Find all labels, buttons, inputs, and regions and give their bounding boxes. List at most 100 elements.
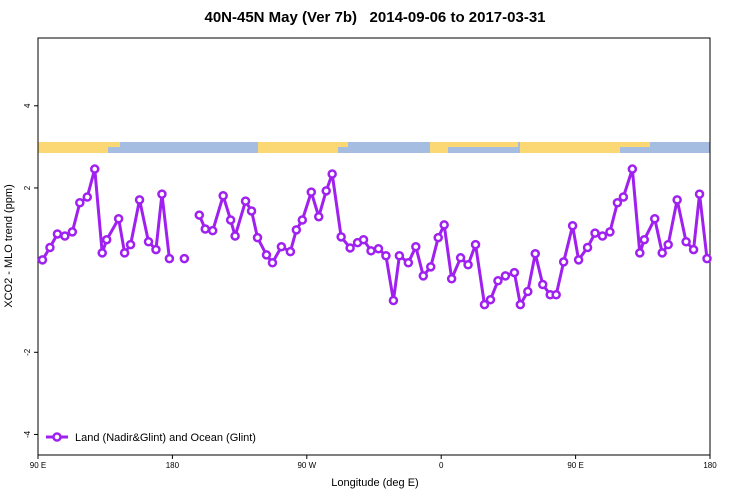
data-point [381, 250, 391, 261]
x-tick-label: 180 [166, 461, 180, 470]
data-point [321, 186, 331, 196]
legend-marker [52, 432, 62, 442]
x-tick-label: 90 W [297, 461, 316, 470]
data-point [218, 191, 228, 201]
data-point [411, 241, 421, 252]
y-axis-label: XCO2 - MLO trend (ppm) [3, 184, 15, 307]
data-point [89, 164, 100, 174]
data-point [230, 231, 240, 241]
data-point [582, 242, 593, 253]
data-point [530, 248, 541, 259]
y-tick-label: -2 [23, 348, 32, 356]
data-point [470, 239, 481, 250]
data-point [252, 232, 263, 243]
data-point [358, 234, 369, 245]
data-point [558, 257, 569, 267]
data-point [267, 257, 278, 268]
data-point [688, 244, 699, 255]
data-point [403, 257, 414, 268]
data-point [246, 206, 257, 216]
data-point [605, 227, 615, 237]
y-tick-label: -4 [23, 430, 32, 438]
x-axis-label: Longitude (deg E) [331, 477, 418, 489]
data-point [97, 248, 107, 258]
data-point [45, 242, 55, 253]
data-point [52, 229, 63, 239]
data-point [67, 227, 78, 237]
data-point [164, 253, 175, 264]
data-point [327, 169, 337, 179]
data-point [157, 189, 167, 199]
data-point [446, 274, 457, 284]
data-point [125, 239, 136, 250]
data-point [455, 253, 466, 263]
data-point [551, 290, 561, 300]
data-point [297, 215, 308, 225]
data-point [179, 253, 190, 264]
data-point [151, 244, 161, 255]
data-point [612, 197, 623, 208]
data-point [618, 192, 629, 202]
data-point [627, 164, 638, 174]
data-point [635, 248, 645, 258]
plot-frame [37, 37, 711, 456]
data-point [261, 250, 272, 260]
data-point [394, 250, 405, 261]
data-point [702, 253, 712, 264]
data-point [285, 246, 296, 257]
data-point [276, 241, 287, 252]
land-ocean-strip [38, 142, 710, 153]
data-point [573, 255, 584, 265]
x-tick-label: 0 [439, 461, 444, 470]
data-point [113, 214, 124, 224]
data-point [37, 255, 48, 265]
chart-title: 40N-45N May (Ver 7b) 2014-09-06 to 2017-… [204, 9, 545, 26]
data-point [515, 299, 526, 310]
data-point [373, 244, 384, 254]
data-point [649, 214, 660, 224]
data-point [485, 294, 496, 305]
data-point [663, 239, 673, 250]
data-point [523, 286, 533, 297]
data-point [240, 196, 251, 206]
data-point [657, 248, 667, 258]
x-tick-label: 90 E [567, 461, 583, 470]
data-point [194, 210, 205, 220]
data-point [694, 189, 705, 199]
data-point [336, 232, 346, 242]
data-point [433, 232, 443, 243]
data-point [597, 231, 608, 241]
data-point [567, 221, 578, 231]
data-point [345, 243, 355, 253]
data-point [313, 211, 324, 222]
data-point [418, 271, 429, 281]
data-point [306, 187, 317, 197]
data-point [479, 299, 490, 310]
x-tick-label: 180 [703, 461, 717, 470]
data-point [82, 192, 93, 202]
data-point [101, 234, 112, 245]
data-point [291, 225, 302, 235]
x-tick-label: 90 E [30, 461, 46, 470]
data-point [60, 231, 70, 241]
data-point [425, 262, 436, 272]
data-point [366, 246, 376, 256]
data-point [439, 220, 449, 230]
data-point [493, 276, 503, 286]
data-point [119, 248, 130, 258]
data-point [681, 237, 691, 247]
data-point [672, 195, 682, 205]
legend-label: Land (Nadir&Glint) and Ocean (Glint) [75, 432, 256, 444]
data-point [388, 295, 399, 306]
data-point [639, 234, 650, 245]
data-point [590, 228, 600, 238]
y-tick-label: 2 [23, 185, 32, 190]
data-point [463, 260, 473, 270]
data-point [207, 225, 218, 236]
data-point [509, 267, 520, 278]
data-point [500, 271, 511, 281]
data-point [537, 279, 548, 290]
data-point [134, 195, 145, 205]
data-point [143, 237, 154, 247]
